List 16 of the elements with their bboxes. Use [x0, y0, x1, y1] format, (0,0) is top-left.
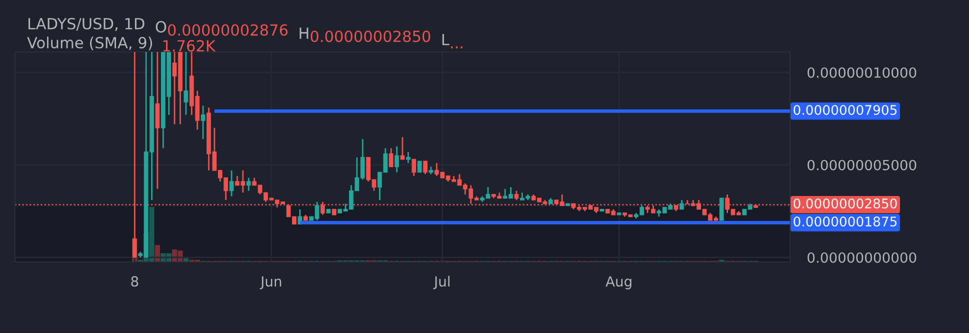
text: H0.00000002850 [300, 28, 430, 42]
y-tick-label: 0.00000005000 [808, 160, 916, 170]
chart-subtitle: Volume (SMA, 9) [27, 36, 152, 50]
chart-title: LADYS/USD, 1D [28, 18, 144, 31]
text: O0.00000002876 [156, 21, 288, 36]
x-tick-label: Jul [433, 276, 450, 290]
series-label: 0.00000001875 [794, 216, 897, 227]
text: 1.762K [163, 40, 216, 52]
x-tick-label: Jun [260, 276, 282, 290]
y-tick-label: 0.00000010000 [808, 67, 916, 78]
y-tick-label: 0.00000000000 [808, 252, 916, 263]
ref-line-label: 0.00000002850 [794, 198, 897, 208]
text: L... [442, 34, 462, 48]
x-tick-label: Aug [606, 276, 632, 290]
x-tick-label: 8 [131, 276, 138, 287]
series-label: 0.00000007905 [794, 104, 897, 115]
